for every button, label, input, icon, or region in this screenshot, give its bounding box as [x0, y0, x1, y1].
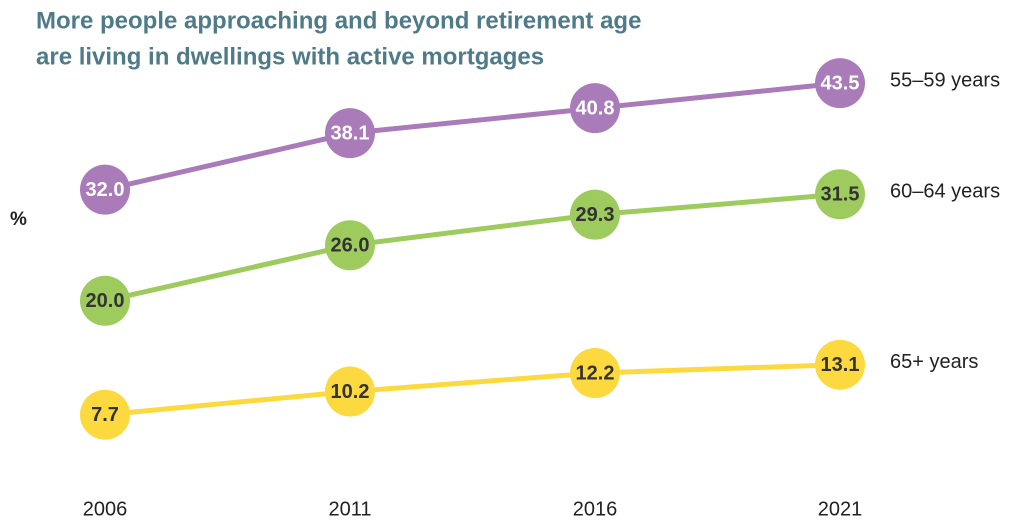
x-tick-label: 2016: [573, 498, 618, 520]
legend-label: 60–64 years: [890, 181, 1000, 203]
data-point: [815, 58, 865, 109]
data-label: 13.1: [821, 354, 860, 376]
data-point: [80, 389, 130, 440]
series: 20.0 26.0 29.3 31.5 60–64 years: [80, 169, 1000, 326]
legend-label: 65+ years: [890, 351, 978, 373]
x-tick-label: 2011: [328, 498, 371, 520]
series-line: [104, 191, 841, 304]
data-label: 12.2: [576, 362, 615, 384]
chart-title: More people approaching and beyond retir…: [36, 7, 641, 34]
data-point: [815, 169, 865, 220]
data-label: 43.5: [821, 72, 860, 94]
data-label: 29.3: [576, 204, 615, 226]
data-point: [325, 220, 375, 271]
data-point: [570, 83, 620, 134]
x-tick-label: 2021: [818, 498, 863, 520]
data-label: 26.0: [331, 235, 370, 257]
data-point: [570, 348, 620, 399]
series-line: [104, 362, 841, 418]
data-point: [80, 164, 130, 215]
data-label: 31.5: [821, 184, 860, 206]
data-point: [570, 189, 620, 240]
data-point: [815, 339, 865, 390]
data-point: [80, 275, 130, 326]
series: 32.0 38.1 40.8 43.5 55–59 years: [80, 58, 1000, 215]
data-label: 38.1: [331, 122, 370, 144]
chart-title: are living in dwellings with active mort…: [36, 43, 544, 70]
x-tick-label: 2006: [83, 498, 128, 520]
data-label: 40.8: [576, 97, 615, 119]
legend-label: 55–59 years: [890, 69, 1000, 91]
data-label: 20.0: [86, 290, 125, 312]
data-point: [325, 366, 375, 417]
data-label: 32.0: [86, 179, 125, 201]
series-line: [104, 80, 841, 193]
series: 7.7 10.2 12.2 13.1 65+ years: [80, 339, 978, 440]
data-label: 10.2: [331, 381, 370, 403]
y-axis-label: %: [10, 209, 27, 230]
data-point: [325, 108, 375, 159]
data-label: 7.7: [91, 404, 119, 426]
